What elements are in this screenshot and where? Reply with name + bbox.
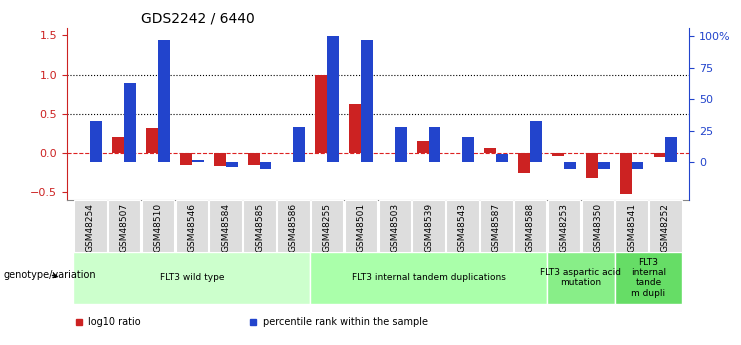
Text: GSM48585: GSM48585 bbox=[255, 203, 264, 252]
FancyBboxPatch shape bbox=[310, 252, 547, 304]
Bar bbox=[395, 127, 407, 162]
FancyBboxPatch shape bbox=[615, 252, 682, 304]
Text: GSM48586: GSM48586 bbox=[289, 203, 298, 252]
Text: GSM48541: GSM48541 bbox=[627, 203, 636, 252]
Bar bbox=[530, 121, 542, 162]
FancyBboxPatch shape bbox=[547, 252, 615, 304]
FancyBboxPatch shape bbox=[277, 200, 310, 252]
Bar bbox=[328, 37, 339, 162]
FancyBboxPatch shape bbox=[446, 200, 479, 252]
Text: GDS2242 / 6440: GDS2242 / 6440 bbox=[142, 11, 255, 25]
Text: GSM48254: GSM48254 bbox=[86, 203, 95, 252]
Bar bbox=[485, 148, 496, 153]
FancyBboxPatch shape bbox=[548, 200, 580, 252]
Bar bbox=[428, 127, 440, 162]
Text: log10 ratio: log10 ratio bbox=[88, 317, 141, 327]
Text: FLT3 aspartic acid
mutation: FLT3 aspartic acid mutation bbox=[540, 268, 622, 287]
Bar bbox=[192, 160, 204, 162]
FancyBboxPatch shape bbox=[210, 200, 242, 252]
Text: GSM48501: GSM48501 bbox=[356, 203, 365, 252]
Bar bbox=[90, 121, 102, 162]
Bar bbox=[496, 154, 508, 162]
Bar bbox=[124, 83, 136, 162]
FancyBboxPatch shape bbox=[649, 200, 682, 252]
Bar bbox=[259, 162, 271, 169]
FancyBboxPatch shape bbox=[582, 200, 614, 252]
Text: GSM48510: GSM48510 bbox=[153, 203, 162, 252]
Bar bbox=[665, 137, 677, 162]
Bar bbox=[552, 153, 564, 156]
Text: GSM48252: GSM48252 bbox=[661, 203, 670, 252]
Bar bbox=[586, 153, 598, 178]
Text: GSM48350: GSM48350 bbox=[594, 203, 602, 252]
Bar bbox=[462, 137, 474, 162]
FancyBboxPatch shape bbox=[73, 252, 310, 304]
Bar bbox=[349, 105, 361, 153]
FancyBboxPatch shape bbox=[514, 200, 546, 252]
Bar bbox=[226, 162, 238, 167]
FancyBboxPatch shape bbox=[176, 200, 208, 252]
Bar bbox=[180, 153, 192, 165]
Text: FLT3 wild type: FLT3 wild type bbox=[159, 273, 224, 282]
Text: percentile rank within the sample: percentile rank within the sample bbox=[263, 317, 428, 327]
FancyBboxPatch shape bbox=[379, 200, 411, 252]
FancyBboxPatch shape bbox=[615, 200, 648, 252]
Bar bbox=[247, 153, 259, 165]
Bar bbox=[361, 40, 373, 162]
FancyBboxPatch shape bbox=[142, 200, 174, 252]
Bar bbox=[158, 40, 170, 162]
Text: FLT3
internal
tande
m dupli: FLT3 internal tande m dupli bbox=[631, 258, 666, 298]
Text: GSM48503: GSM48503 bbox=[391, 203, 399, 252]
FancyBboxPatch shape bbox=[345, 200, 377, 252]
FancyBboxPatch shape bbox=[311, 200, 343, 252]
Bar bbox=[316, 75, 328, 153]
Text: genotype/variation: genotype/variation bbox=[4, 270, 96, 280]
Text: GSM48539: GSM48539 bbox=[424, 203, 433, 252]
Bar bbox=[654, 153, 665, 157]
Bar bbox=[619, 153, 631, 194]
FancyBboxPatch shape bbox=[413, 200, 445, 252]
Bar bbox=[416, 140, 428, 153]
Bar bbox=[631, 162, 643, 169]
Bar bbox=[598, 162, 610, 169]
Bar bbox=[113, 137, 124, 153]
Text: FLT3 internal tandem duplications: FLT3 internal tandem duplications bbox=[352, 273, 505, 282]
Bar bbox=[293, 127, 305, 162]
FancyBboxPatch shape bbox=[74, 200, 107, 252]
FancyBboxPatch shape bbox=[108, 200, 141, 252]
Bar bbox=[214, 153, 226, 166]
Bar bbox=[518, 153, 530, 172]
FancyBboxPatch shape bbox=[480, 200, 513, 252]
Text: GSM48543: GSM48543 bbox=[458, 203, 467, 252]
Text: GSM48253: GSM48253 bbox=[559, 203, 568, 252]
Text: GSM48255: GSM48255 bbox=[322, 203, 332, 252]
Text: GSM48507: GSM48507 bbox=[120, 203, 129, 252]
Text: GSM48546: GSM48546 bbox=[187, 203, 196, 252]
Bar bbox=[564, 162, 576, 169]
Text: GSM48584: GSM48584 bbox=[221, 203, 230, 252]
Text: GSM48587: GSM48587 bbox=[492, 203, 501, 252]
FancyBboxPatch shape bbox=[243, 200, 276, 252]
Text: GSM48588: GSM48588 bbox=[525, 203, 535, 252]
Bar bbox=[146, 128, 158, 153]
